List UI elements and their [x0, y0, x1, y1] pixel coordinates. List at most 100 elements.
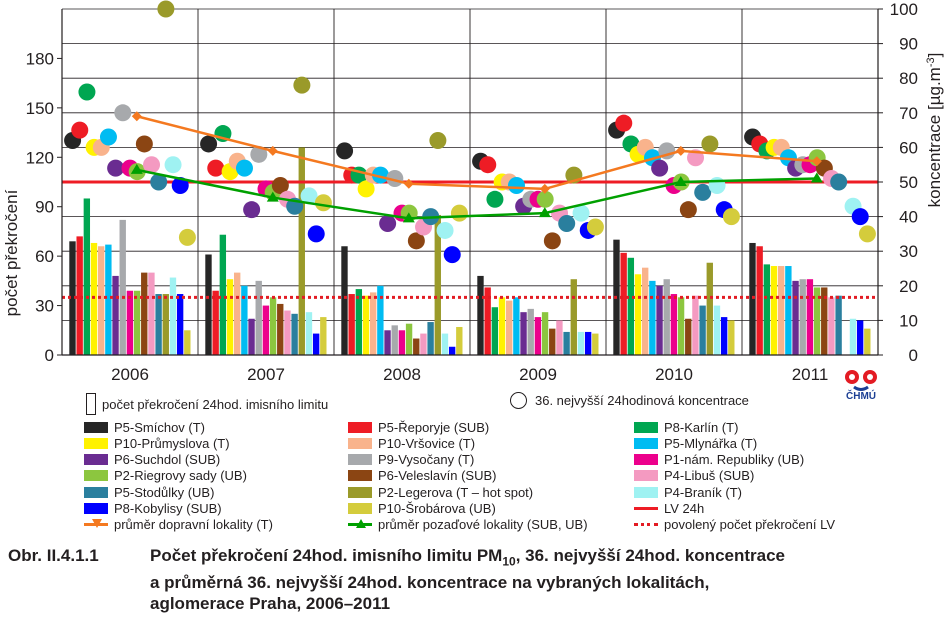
bar	[856, 320, 864, 355]
legend-item: P10-Šrobárova (UB)	[348, 501, 496, 517]
chmu-logo: ČHMÚ	[838, 366, 884, 406]
bar	[828, 297, 835, 355]
bar	[813, 287, 821, 355]
bar	[864, 328, 871, 355]
bar	[112, 275, 119, 355]
bar	[362, 295, 370, 355]
legend-item: P4-Braník (T)	[634, 484, 742, 500]
concentration-point	[615, 114, 633, 132]
bar-symbol-icon	[86, 393, 96, 415]
bar	[262, 305, 270, 355]
concentration-point	[164, 156, 182, 174]
bar	[298, 147, 305, 355]
concentration-point	[536, 190, 554, 208]
concentration-point	[507, 176, 525, 194]
bar	[763, 264, 771, 355]
concentration-point	[386, 170, 404, 188]
legend-swatch	[348, 454, 372, 466]
bar	[162, 294, 169, 355]
left-tick-label: 90	[35, 198, 54, 217]
legend-swatch	[634, 486, 658, 498]
concentration-point	[572, 204, 590, 222]
bar	[305, 312, 313, 355]
left-tick-label: 30	[35, 297, 54, 316]
legend-label: P8-Kobylisy (SUB)	[114, 501, 222, 516]
legend-label: P2-Legerova (T – hot spot)	[378, 484, 534, 500]
right-tick-label: 30	[899, 242, 918, 261]
bar	[770, 266, 778, 355]
concentration-point	[336, 142, 354, 160]
legend-swatch	[84, 437, 108, 449]
concentration-point	[78, 83, 96, 101]
legend-label: P5-Řeporyje (SUB)	[378, 419, 490, 435]
concentration-point	[357, 180, 375, 198]
bar	[692, 295, 699, 355]
legend-item: průměr dopravní lokality (T)	[84, 517, 273, 533]
right-tick-label: 0	[909, 346, 918, 365]
bar	[205, 254, 212, 355]
legend-item: P9-Vysočany (T)	[348, 452, 474, 468]
category-label: 2008	[383, 365, 421, 384]
legend-label: P10-Vršovice (T)	[378, 435, 476, 451]
legend-label: P8-Karlín (T)	[664, 419, 739, 435]
legend-line-swatch	[84, 519, 108, 530]
legend-line-swatch	[634, 503, 658, 514]
left-tick-label: 0	[45, 346, 54, 365]
right-tick-label: 40	[899, 208, 918, 227]
legend-item: P5-Stodůlky (UB)	[84, 484, 214, 500]
bar	[799, 279, 806, 355]
legend-line-swatch	[634, 519, 658, 530]
concentration-point	[243, 201, 261, 219]
right-tick-label: 70	[899, 104, 918, 123]
bar	[570, 279, 577, 355]
concentration-point	[479, 156, 497, 174]
axes: 0 30 60 90 120 150 180 0 10 20 30 40 50 60 70 80 90 100 20…	[26, 0, 918, 384]
bar	[685, 318, 692, 355]
bar	[527, 308, 534, 355]
right-tick-label: 60	[899, 138, 918, 157]
bar	[563, 331, 570, 355]
concentration-point	[235, 159, 253, 177]
legend-label: průměr dopravní lokality (T)	[114, 517, 273, 533]
legend-item: P2-Legerova (T – hot spot)	[348, 484, 533, 500]
bar	[835, 295, 842, 355]
bar	[513, 297, 520, 355]
bar	[541, 312, 549, 355]
background-average-marker	[538, 207, 551, 218]
bar	[348, 294, 355, 355]
bar	[377, 285, 384, 355]
circle-note-label: 36. nejvyšší 24hodinová koncentrace	[535, 393, 749, 408]
bar	[663, 279, 670, 355]
legend-label: P5-Mlynářka (T)	[664, 435, 758, 451]
traffic-average-marker	[675, 145, 686, 156]
figure-caption: Obr. II.4.1.1 Počet překročení 24hod. imi…	[8, 545, 948, 614]
bar	[549, 328, 556, 355]
concentration-point	[830, 173, 848, 191]
background-average-line	[136, 168, 817, 220]
legend-label: povolený počet překročení LV	[664, 517, 836, 533]
bar	[391, 325, 398, 355]
legend-item: P4-Libuš (SUB)	[634, 468, 754, 484]
concentration-point	[543, 232, 561, 250]
legend-item: P1-nám. Republiky (UB)	[634, 452, 804, 468]
concentration-point	[486, 190, 504, 208]
concentration-point	[250, 145, 268, 163]
background-average-marker	[810, 172, 823, 183]
bar	[255, 280, 262, 355]
traffic-average-marker	[539, 183, 550, 194]
bar	[98, 246, 105, 355]
bar	[434, 214, 441, 355]
legend-item: P10-Vršovice (T)	[348, 435, 475, 451]
chmu-logo-text: ČHMÚ	[846, 391, 876, 402]
concentration-point	[300, 187, 318, 205]
legend-item: P6-Veleslavín (SUB)	[348, 468, 497, 484]
left-axis-label: počet překročení	[2, 189, 21, 316]
bar	[219, 234, 227, 355]
concentration-point	[207, 159, 225, 177]
legend-item: P5-Smíchov (T)	[84, 419, 205, 435]
concentration-point	[851, 208, 869, 226]
concentration-point	[443, 246, 461, 264]
bar	[284, 310, 291, 355]
bar	[427, 322, 434, 355]
legend-label: P4-Braník (T)	[664, 484, 743, 500]
